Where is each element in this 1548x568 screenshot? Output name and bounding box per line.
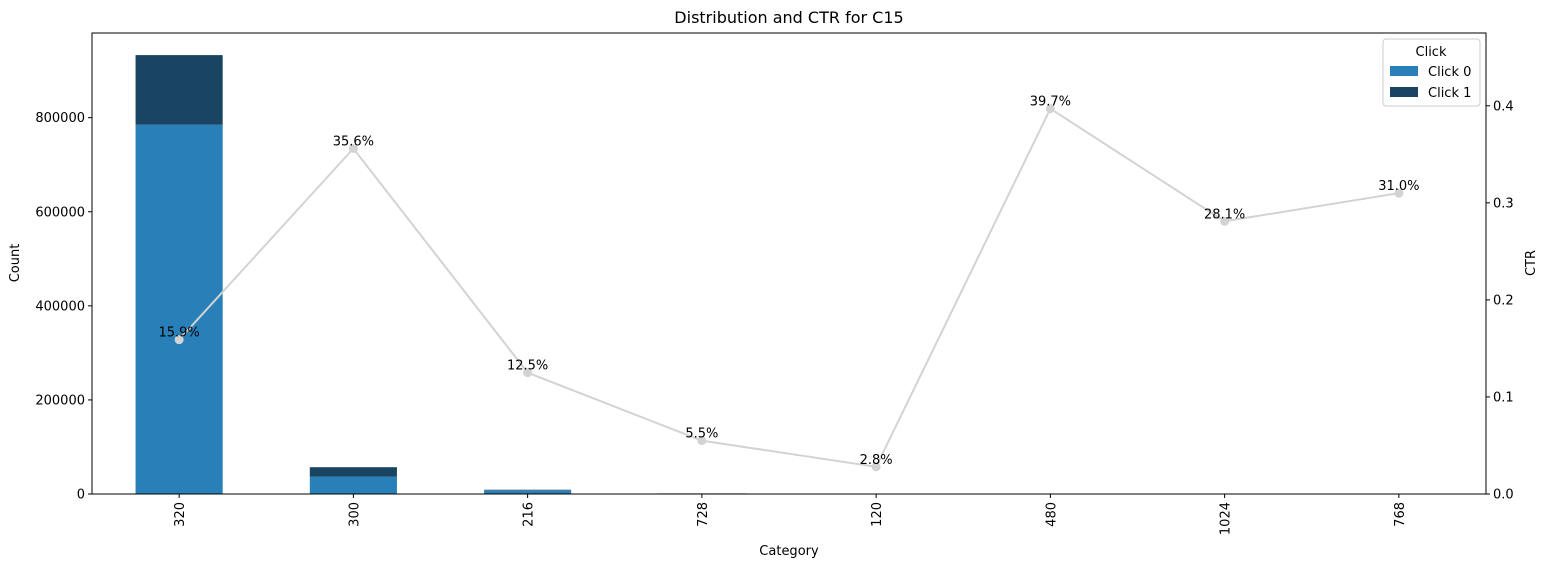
bar-click-1-320: [135, 55, 223, 125]
x-tick-label-216: 216: [522, 502, 537, 527]
x-axis-title: Category: [759, 544, 819, 559]
ctr-point-120: [871, 462, 881, 472]
y2-tick-label-0.4: 0.4: [1493, 99, 1514, 114]
bar-click-1-300: [309, 467, 397, 477]
ctr-line-layer: 15.9% 35.6% 12.5% 5.5% 2.8% 39.7% 28.1% 31.0%: [158, 95, 1420, 472]
x-tick-label-320: 320: [173, 502, 188, 527]
ctr-point-768: [1394, 188, 1404, 198]
bars-layer: [135, 55, 1443, 495]
y2-tick-label-0.0: 0.0: [1493, 488, 1514, 503]
y-tick-label-200000: 200000: [35, 393, 85, 408]
legend: Click Click 0 Click 1: [1382, 38, 1481, 107]
y2-tick-label-0.1: 0.1: [1493, 390, 1514, 405]
y-tick-label-0: 0: [77, 488, 85, 503]
legend-label-click-1: Click 1: [1428, 86, 1471, 101]
plot-frame: [91, 32, 1487, 495]
y-tick-label-600000: 600000: [35, 205, 85, 220]
legend-swatch-click-1: [1390, 87, 1418, 97]
ctr-label-120: 2.8%: [860, 453, 893, 468]
x-tick-label-480: 480: [1044, 502, 1059, 527]
ctr-label-216: 12.5%: [507, 359, 548, 374]
ctr-point-480: [1045, 104, 1055, 114]
bar-click-0-320: [135, 124, 223, 495]
y2-axis: 0.0 0.1 0.2 0.3 0.4: [1486, 99, 1514, 503]
x-tick-label-768: 768: [1393, 502, 1408, 527]
y-tick-label-400000: 400000: [35, 299, 85, 314]
ctr-label-728: 5.5%: [685, 427, 718, 442]
bar-click-0-300: [309, 476, 397, 494]
x-tick-label-1024: 1024: [1219, 502, 1234, 535]
y2-tick-label-0.2: 0.2: [1493, 293, 1514, 308]
ctr-label-300: 35.6%: [333, 134, 374, 149]
x-tick-label-728: 728: [696, 502, 711, 527]
y2-axis-title: CTR: [1524, 250, 1539, 276]
ctr-label-1024: 28.1%: [1204, 207, 1245, 222]
y-tick-label-800000: 800000: [35, 111, 85, 126]
legend-title: Click: [1416, 45, 1447, 60]
ctr-point-216: [523, 368, 533, 378]
legend-label-click-0: Click 0: [1428, 65, 1471, 80]
ctr-label-768: 31.0%: [1378, 179, 1419, 194]
ctr-label-320: 15.9%: [158, 326, 199, 341]
ctr-label-480: 39.7%: [1030, 95, 1071, 110]
x-tick-label-120: 120: [870, 502, 885, 527]
y2-tick-label-0.3: 0.3: [1493, 196, 1514, 211]
ctr-point-300: [348, 143, 358, 153]
y-axis-title: Count: [8, 244, 23, 283]
bar-click-0-216: [484, 490, 572, 494]
ctr-point-1024: [1220, 216, 1230, 226]
ctr-point-320: [174, 335, 184, 345]
bar-click-1-216: [484, 489, 572, 491]
ctr-point-728: [697, 436, 707, 446]
chart-title: Distribution and CTR for C15: [674, 8, 903, 27]
legend-swatch-click-0: [1390, 66, 1418, 76]
ctr-line: [178, 107, 1400, 468]
x-tick-label-300: 300: [347, 502, 362, 527]
x-axis: 320 300 216 728 120 480 1024 768: [173, 494, 1408, 535]
y-axis: 0 200000 400000 600000 800000: [35, 111, 92, 503]
